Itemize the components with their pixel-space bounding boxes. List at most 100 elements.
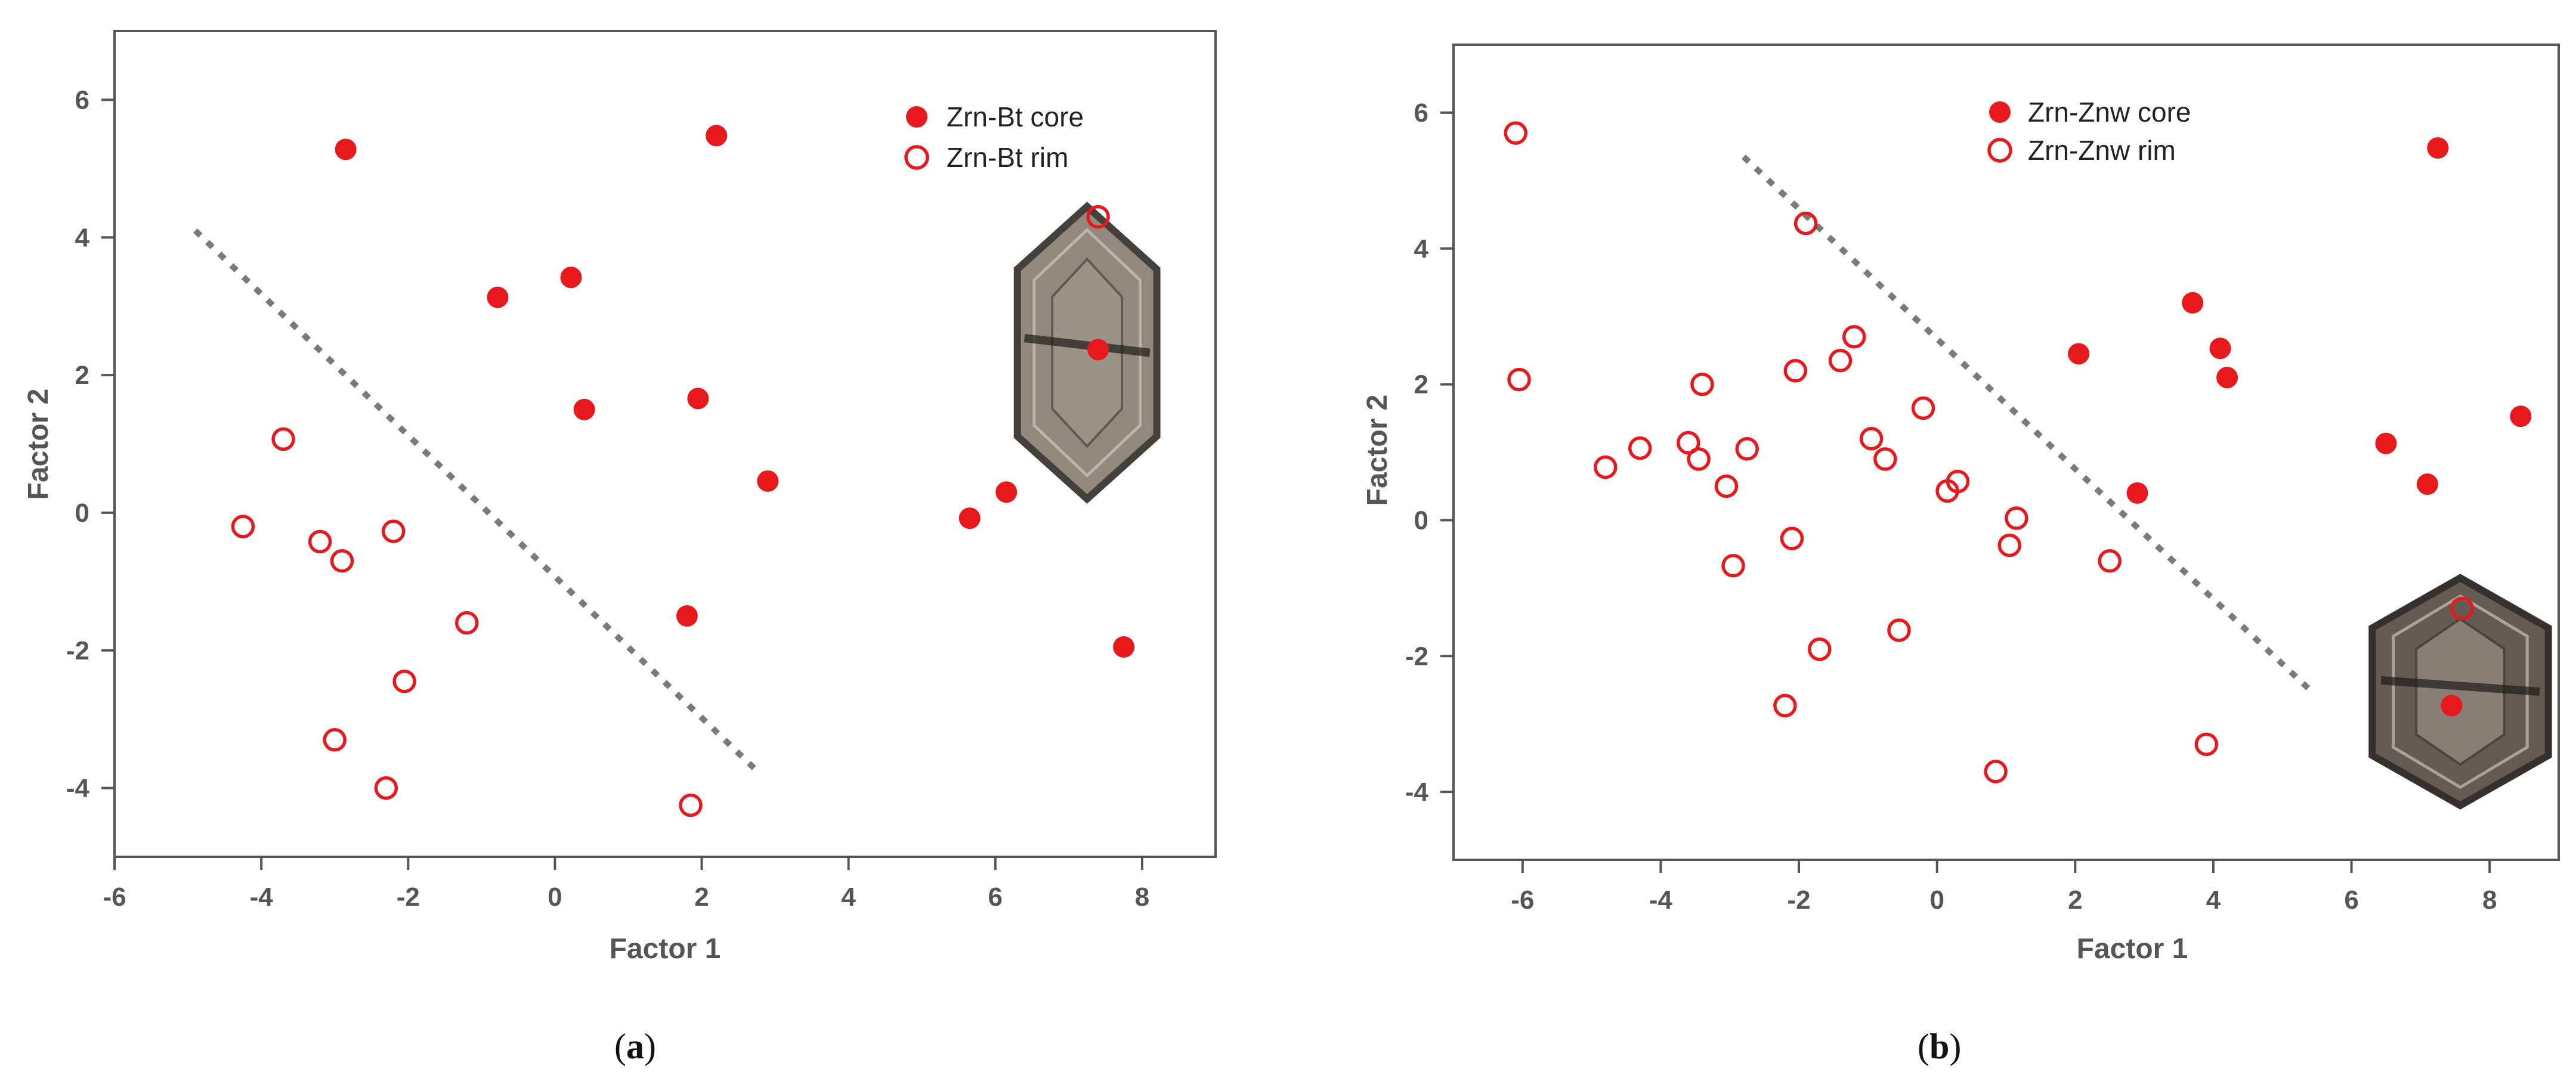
core-point	[335, 138, 357, 160]
crystal-zoning-outer	[1032, 228, 1142, 478]
core-point	[1113, 636, 1135, 658]
x-axis-title: Factor 1	[2077, 933, 2188, 965]
y-tick-label: 2	[75, 361, 89, 390]
chart-panel-a: -6 -4 -2 0 2 4 6 8 -4 -2 0 2 4 6 Factor 1 Factor 2 Zrn-B…	[23, 30, 1217, 1066]
trend-line	[193, 228, 763, 777]
rim-point	[1873, 447, 1897, 471]
rim-point	[1783, 359, 1808, 383]
y-tick-label: -4	[66, 774, 90, 803]
rim-point	[1935, 479, 1959, 503]
y-tick-label: 0	[75, 498, 89, 528]
panel-caption: (a)	[614, 1027, 656, 1066]
rim-point	[1504, 121, 1527, 145]
rim-point	[454, 611, 479, 635]
legend-marker	[1989, 101, 2011, 123]
y-tick-label: -2	[1405, 642, 1428, 671]
rim-point	[1773, 693, 1797, 718]
x-tick-label: 0	[1929, 885, 1944, 915]
y-tick-label: 4	[1414, 234, 1429, 264]
x-tick-label: 2	[694, 882, 709, 912]
rim-point	[2098, 549, 2122, 573]
rim-point	[1887, 618, 1911, 642]
x-tick-label: -2	[1788, 885, 1811, 915]
crystal-zoning-inner	[1051, 257, 1124, 448]
core-point	[573, 398, 595, 420]
rim-point	[1690, 372, 1714, 397]
caption-open: (	[614, 1027, 626, 1066]
caption-close: )	[1949, 1027, 1961, 1066]
chart-panel-b: -6 -4 -2 0 2 4 6 8 -4 -2 0 2 4 6 Factor 1 Factor 2 Zrn-Z…	[1362, 44, 2560, 1066]
core-point	[2182, 292, 2204, 314]
rim-point	[2005, 506, 2028, 530]
core-point	[995, 481, 1018, 503]
x-tick-label: 6	[2344, 885, 2358, 915]
rim-point	[1507, 367, 1531, 392]
core-point	[757, 470, 779, 492]
trend-line	[1741, 154, 2312, 692]
rim-point	[679, 793, 703, 817]
core-point	[958, 507, 981, 529]
rim-point	[1828, 348, 1853, 373]
rim-point	[1735, 437, 1759, 461]
x-tick-label: 2	[2068, 885, 2082, 915]
crystal-zoning-outer	[2392, 594, 2529, 789]
x-tick-label: -4	[250, 882, 274, 912]
rim-point	[1859, 426, 1884, 451]
rim-point	[381, 519, 406, 543]
y-tick-label: 4	[75, 223, 90, 252]
x-tick-label: 8	[1135, 882, 1149, 912]
rim-point	[1086, 205, 1110, 229]
rim-point	[1997, 533, 2022, 558]
y-tick-label: 6	[75, 85, 89, 114]
rim-point	[1721, 553, 1745, 578]
y-tick-label: -2	[66, 636, 89, 665]
rim-point	[1984, 760, 2008, 783]
y-axis-title: Factor 2	[23, 389, 54, 500]
core-point	[2416, 473, 2438, 495]
rim-point	[271, 427, 295, 451]
core-point	[1087, 339, 1109, 361]
core-point	[2126, 482, 2148, 504]
core-point	[676, 605, 698, 627]
zircon-crystal-a	[1013, 202, 1161, 504]
x-tick-label: 4	[2206, 885, 2221, 915]
caption-letter: a	[626, 1027, 644, 1066]
rim-point	[2450, 596, 2474, 621]
rim-point	[1628, 436, 1652, 460]
core-point	[560, 267, 582, 289]
x-tick-label: 4	[841, 882, 856, 912]
x-tick-label: 0	[548, 882, 562, 912]
rim-point	[1793, 211, 1818, 236]
core-point	[2510, 405, 2532, 428]
legend-marker	[906, 106, 927, 128]
legend-marker	[1987, 138, 2012, 163]
caption-letter: b	[1929, 1027, 1949, 1066]
core-point	[2068, 343, 2090, 365]
legend-label: Zrn-Bt core	[947, 101, 1084, 132]
rim-point	[231, 515, 255, 538]
rim-point	[323, 728, 347, 752]
rim-point	[1842, 325, 1866, 349]
core-point	[687, 388, 709, 410]
y-tick-label: 0	[1414, 506, 1428, 535]
legend-label: Zrn-Znw core	[2028, 97, 2191, 128]
x-axis-title: Factor 1	[610, 933, 721, 965]
rim-point	[1780, 526, 1804, 550]
rim-point	[330, 549, 354, 573]
y-axis-title: Factor 2	[1362, 395, 1393, 506]
core-point	[2441, 695, 2463, 717]
legend: Zrn-Znw core Zrn-Znw rim	[1987, 97, 2191, 166]
core-point	[2209, 337, 2231, 360]
legend: Zrn-Bt core Zrn-Bt rim	[904, 101, 1084, 173]
panel-caption: (b)	[1918, 1027, 1961, 1066]
x-tick-label: 8	[2482, 885, 2497, 915]
crystal-zoning-inner	[2415, 617, 2506, 766]
rim-point	[1687, 447, 1711, 471]
caption-close: )	[644, 1027, 656, 1066]
core-point	[2216, 367, 2238, 389]
core-point	[2427, 137, 2449, 159]
rim-point	[1594, 455, 1618, 479]
plot-frame	[1452, 44, 2560, 861]
rim-point	[1677, 430, 1700, 455]
